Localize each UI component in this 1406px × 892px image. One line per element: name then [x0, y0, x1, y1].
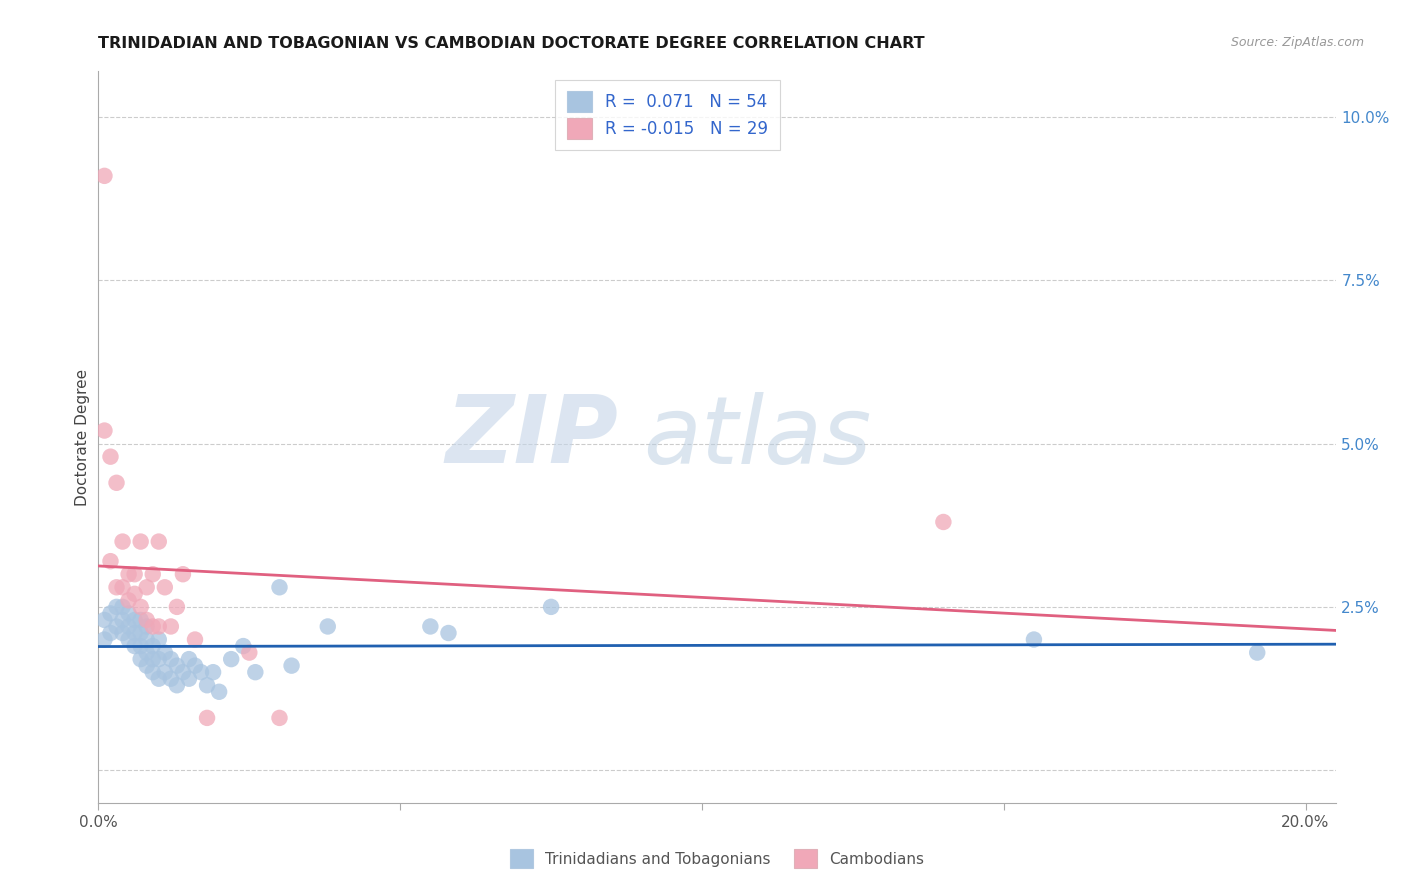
Point — [166, 658, 188, 673]
Point — [153, 665, 176, 680]
Point — [172, 665, 194, 680]
Point — [129, 534, 152, 549]
Point — [280, 658, 302, 673]
Point — [100, 607, 122, 621]
Point — [1022, 632, 1045, 647]
Legend: R =  0.071   N = 54, R = -0.015   N = 29: R = 0.071 N = 54, R = -0.015 N = 29 — [555, 79, 780, 151]
Point — [142, 652, 165, 666]
Point — [190, 665, 212, 680]
Point — [124, 587, 146, 601]
Point — [135, 632, 157, 647]
Point — [153, 646, 176, 660]
Point — [124, 567, 146, 582]
Point — [105, 619, 128, 633]
Point — [135, 619, 157, 633]
Text: ZIP: ZIP — [446, 391, 619, 483]
Text: TRINIDADIAN AND TOBAGONIAN VS CAMBODIAN DOCTORATE DEGREE CORRELATION CHART: TRINIDADIAN AND TOBAGONIAN VS CAMBODIAN … — [98, 36, 925, 51]
Point — [208, 685, 231, 699]
Point — [269, 711, 291, 725]
Point — [238, 646, 260, 660]
Point — [129, 613, 152, 627]
Point — [177, 652, 200, 666]
Point — [160, 619, 183, 633]
Point — [316, 619, 339, 633]
Point — [195, 711, 218, 725]
Point — [142, 665, 165, 680]
Point — [232, 639, 254, 653]
Point — [93, 632, 115, 647]
Point — [111, 599, 134, 614]
Point — [245, 665, 267, 680]
Point — [184, 658, 207, 673]
Point — [195, 678, 218, 692]
Y-axis label: Doctorate Degree: Doctorate Degree — [75, 368, 90, 506]
Point — [105, 580, 128, 594]
Point — [129, 652, 152, 666]
Point — [124, 613, 146, 627]
Point — [166, 599, 188, 614]
Point — [932, 515, 955, 529]
Point — [219, 652, 242, 666]
Point — [184, 632, 207, 647]
Point — [111, 613, 134, 627]
Point — [117, 632, 139, 647]
Point — [111, 580, 134, 594]
Point — [148, 652, 170, 666]
Point — [111, 626, 134, 640]
Point — [105, 599, 128, 614]
Point — [160, 652, 183, 666]
Text: atlas: atlas — [643, 392, 872, 483]
Point — [142, 567, 165, 582]
Point — [124, 639, 146, 653]
Point — [100, 626, 122, 640]
Point — [172, 567, 194, 582]
Point — [117, 567, 139, 582]
Point — [135, 658, 157, 673]
Point — [177, 672, 200, 686]
Point — [166, 678, 188, 692]
Text: Source: ZipAtlas.com: Source: ZipAtlas.com — [1230, 36, 1364, 49]
Point — [148, 619, 170, 633]
Point — [93, 613, 115, 627]
Point — [129, 599, 152, 614]
Point — [148, 534, 170, 549]
Point — [93, 424, 115, 438]
Point — [111, 534, 134, 549]
Point — [117, 593, 139, 607]
Point — [160, 672, 183, 686]
Point — [202, 665, 225, 680]
Point — [100, 450, 122, 464]
Point — [105, 475, 128, 490]
Legend: Trinidadians and Tobagonians, Cambodians: Trinidadians and Tobagonians, Cambodians — [502, 841, 932, 875]
Point — [135, 613, 157, 627]
Point — [135, 580, 157, 594]
Point — [148, 632, 170, 647]
Point — [129, 639, 152, 653]
Point — [124, 626, 146, 640]
Point — [1246, 646, 1268, 660]
Point — [142, 619, 165, 633]
Point — [419, 619, 441, 633]
Point — [148, 672, 170, 686]
Point — [437, 626, 460, 640]
Point — [100, 554, 122, 568]
Point — [153, 580, 176, 594]
Point — [269, 580, 291, 594]
Point — [117, 619, 139, 633]
Point — [135, 646, 157, 660]
Point — [117, 607, 139, 621]
Point — [93, 169, 115, 183]
Point — [540, 599, 562, 614]
Point — [129, 626, 152, 640]
Point — [142, 639, 165, 653]
